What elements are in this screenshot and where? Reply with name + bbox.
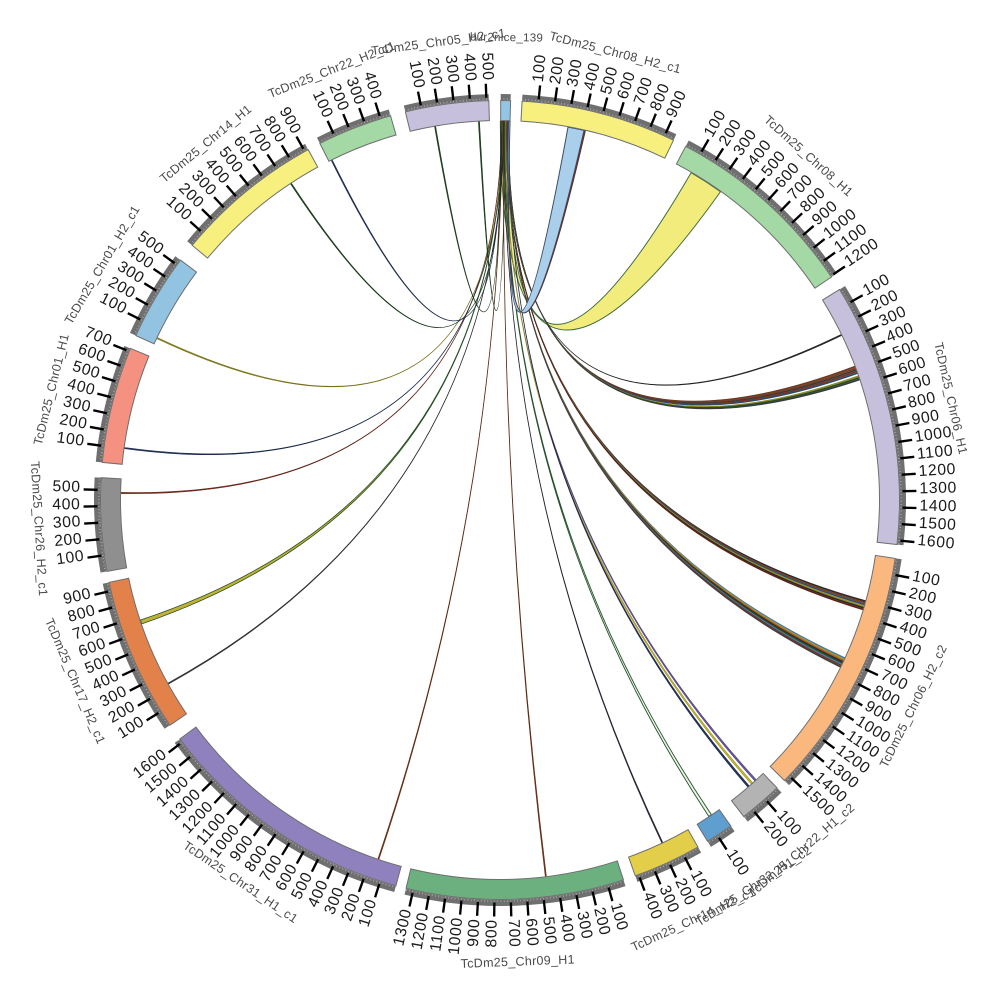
svg-text:900: 900 [910,407,941,429]
svg-text:TcDm25_Chr09_H1: TcDm25_Chr09_H1 [460,952,575,970]
svg-text:800: 800 [483,919,500,947]
svg-text:300: 300 [52,513,81,532]
svg-text:1300: 1300 [919,480,957,498]
svg-text:1100: 1100 [916,442,954,463]
svg-text:1000: 1000 [914,424,954,446]
svg-text:200: 200 [53,530,83,550]
svg-text:500: 500 [598,65,622,97]
svg-text:300: 300 [564,58,586,89]
svg-text:1200: 1200 [409,911,432,951]
svg-text:1600: 1600 [917,532,956,553]
svg-text:300: 300 [61,393,92,416]
svg-text:100: 100 [55,548,85,569]
svg-text:400: 400 [556,913,577,943]
svg-text:400: 400 [460,53,479,82]
svg-text:300: 300 [573,910,595,941]
svg-text:200: 200 [907,585,938,608]
svg-text:500: 500 [539,916,559,946]
svg-text:100: 100 [530,53,550,83]
svg-text:600: 600 [522,918,541,947]
svg-text:1000: 1000 [446,917,467,956]
svg-text:300: 300 [903,602,935,626]
svg-text:1200: 1200 [918,461,957,480]
svg-text:100: 100 [607,901,631,933]
svg-text:200: 200 [58,411,89,433]
svg-text:1500: 1500 [918,515,957,534]
svg-text:1100: 1100 [427,914,449,952]
svg-text:200: 200 [424,56,445,86]
svg-text:300: 300 [442,54,462,84]
svg-text:200: 200 [547,55,568,85]
svg-text:700: 700 [505,919,523,948]
svg-text:900: 900 [465,918,484,947]
svg-text:500: 500 [52,478,81,496]
svg-text:400: 400 [52,496,80,513]
svg-text:100: 100 [911,568,942,590]
svg-text:900: 900 [62,585,93,608]
svg-text:100: 100 [406,59,428,90]
svg-text:1400: 1400 [919,498,957,516]
svg-text:700: 700 [902,371,934,395]
svg-text:400: 400 [581,61,604,92]
svg-text:200: 200 [590,906,613,937]
svg-text:400: 400 [66,375,98,399]
svg-text:bur2nice_139: bur2nice_139 [470,32,543,45]
svg-text:800: 800 [66,602,98,626]
svg-text:500: 500 [478,52,496,81]
svg-text:800: 800 [906,389,937,412]
svg-text:100: 100 [56,429,86,450]
